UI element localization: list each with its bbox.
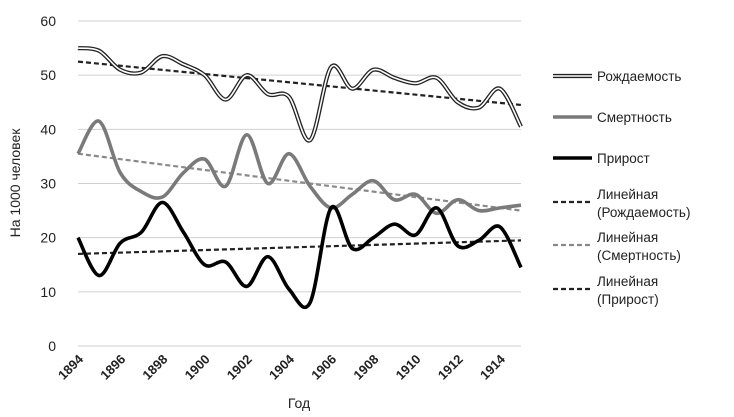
y-axis-ticks: 0 10 20 30 40 50 60 xyxy=(40,13,56,354)
legend-trend-sublabel-2: (Прирост) xyxy=(597,292,659,307)
legend-label-0: Рождаемость xyxy=(597,69,681,84)
y-tick-label: 10 xyxy=(40,284,56,300)
series-lines xyxy=(76,45,523,310)
y-tick-label: 40 xyxy=(40,121,56,137)
series-line-1 xyxy=(76,119,522,216)
y-tick-label: 60 xyxy=(40,13,56,29)
x-axis-label: Год xyxy=(288,395,310,411)
trendlines xyxy=(77,60,522,256)
series-line-0-inner xyxy=(77,47,522,141)
y-tick-label: 30 xyxy=(40,176,56,192)
y-axis-label: На 1000 человек xyxy=(7,128,23,238)
legend-trend-label-1: Линейная xyxy=(597,230,658,245)
series-line-2 xyxy=(76,200,523,310)
grid-lines xyxy=(78,20,521,347)
legend-trend-label-2: Линейная xyxy=(597,274,658,289)
y-tick-label: 0 xyxy=(48,338,56,354)
legend: Рождаемость Смертность Прирост Линейная (Рож… xyxy=(553,69,690,307)
trendline-1 xyxy=(77,152,522,212)
legend-trend-sublabel-1: (Смертность) xyxy=(597,248,681,263)
legend-label-2: Прирост xyxy=(597,151,650,166)
legend-trend-sublabel-0: (Рождаемость) xyxy=(597,205,690,220)
legend-trend-label-0: Линейная xyxy=(597,187,658,202)
trendline-2 xyxy=(77,239,522,256)
y-tick-label: 50 xyxy=(40,67,56,83)
legend-label-1: Смертность xyxy=(597,110,672,125)
trendline-0 xyxy=(77,60,522,107)
y-tick-label: 20 xyxy=(40,230,56,246)
